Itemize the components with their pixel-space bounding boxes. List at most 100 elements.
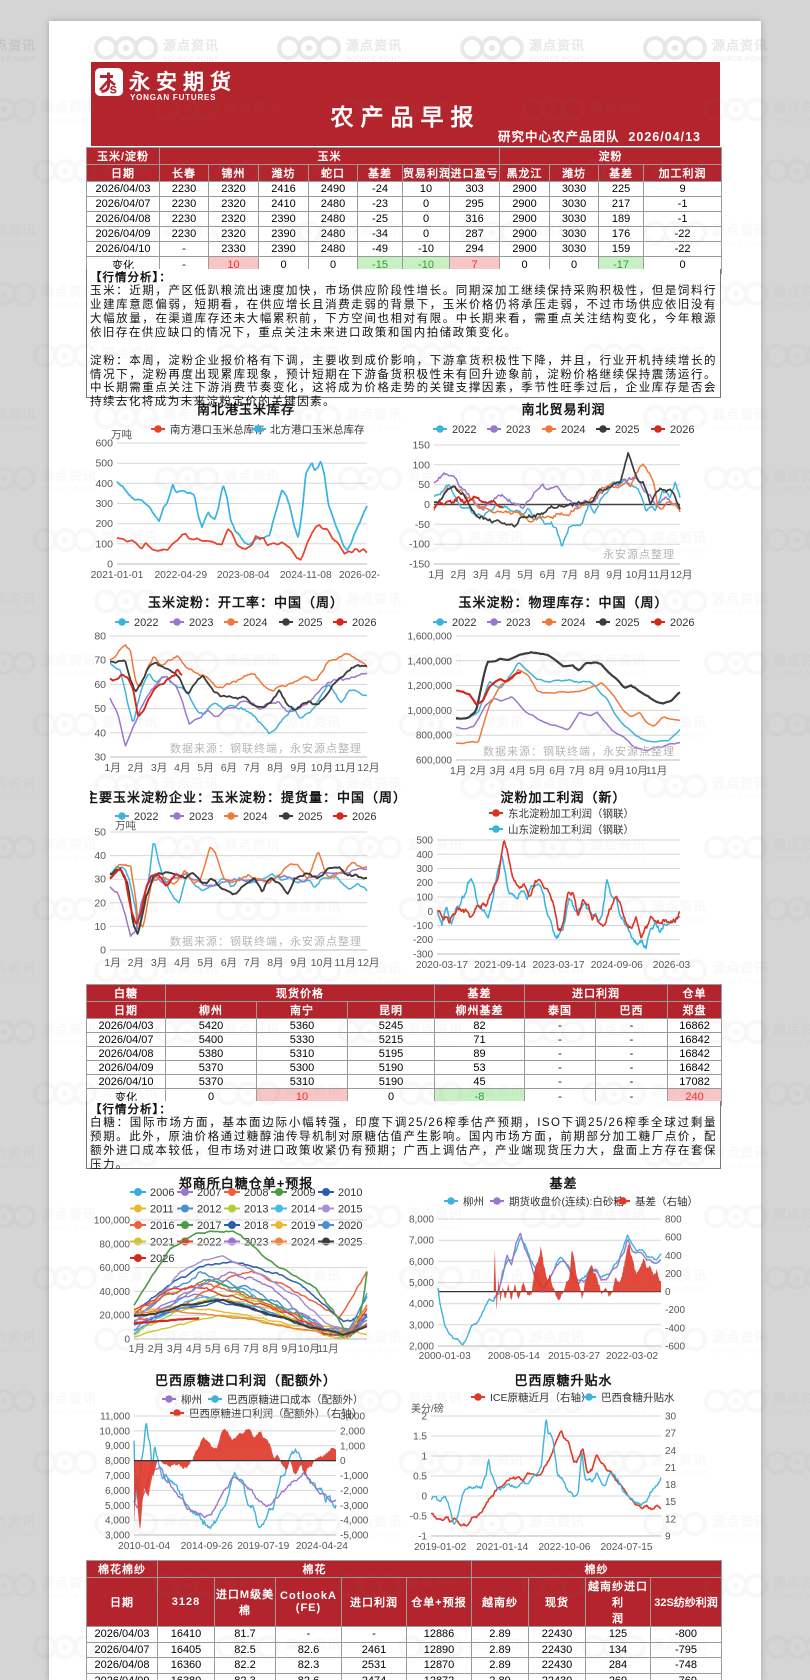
svg-text:0: 0 — [100, 945, 106, 957]
svg-text:2026: 2026 — [352, 811, 376, 823]
svg-text:1月: 1月 — [450, 765, 466, 777]
svg-text:-5,000: -5,000 — [340, 1531, 369, 1542]
svg-text:11月: 11月 — [317, 1343, 338, 1355]
svg-text:SOURCE POINT: SOURCE POINT — [773, 671, 810, 678]
svg-text:2021-01-14: 2021-01-14 — [476, 1542, 528, 1553]
svg-text:2016: 2016 — [150, 1220, 174, 1232]
svg-text:5月: 5月 — [517, 569, 533, 581]
svg-text:-1: -1 — [418, 1532, 427, 1543]
svg-text:2008: 2008 — [244, 1187, 268, 1199]
svg-text:5月: 5月 — [205, 1343, 221, 1355]
svg-text:2023: 2023 — [506, 424, 530, 436]
svg-text:0: 0 — [107, 559, 113, 571]
svg-text:2,000: 2,000 — [340, 1426, 365, 1437]
svg-text:南北港玉米库存: 南北港玉米库存 — [197, 402, 295, 417]
svg-text:南方港口玉米总库存: 南方港口玉米总库存 — [170, 423, 265, 436]
svg-text:30: 30 — [94, 752, 106, 764]
svg-text:12月: 12月 — [357, 957, 379, 969]
svg-text:源点资讯: 源点资讯 — [0, 1330, 36, 1345]
svg-text:2,000: 2,000 — [409, 1342, 434, 1353]
svg-text:源点资讯: 源点资讯 — [773, 469, 810, 484]
svg-text:0: 0 — [124, 1335, 130, 1346]
svg-text:基差: 基差 — [548, 1176, 577, 1191]
svg-text:源点资讯: 源点资讯 — [773, 1391, 810, 1406]
svg-text:SOURCE POINT: SOURCE POINT — [0, 979, 35, 986]
svg-text:-4,000: -4,000 — [340, 1516, 369, 1527]
svg-text:源点资讯: 源点资讯 — [773, 838, 810, 853]
svg-text:主要玉米淀粉企业：玉米淀粉：提货量：中国（周）: 主要玉米淀粉企业：玉米淀粉：提货量：中国（周） — [90, 790, 402, 805]
svg-text:3,000: 3,000 — [409, 1320, 434, 1331]
svg-text:2026-02-: 2026-02- — [339, 570, 380, 581]
svg-text:-600: -600 — [665, 1342, 685, 1353]
svg-text:2009: 2009 — [291, 1187, 315, 1199]
svg-text:0: 0 — [340, 1456, 346, 1467]
svg-text:2024-11-08: 2024-11-08 — [280, 570, 332, 581]
svg-text:源点资讯: 源点资讯 — [0, 592, 36, 607]
svg-text:300: 300 — [416, 864, 433, 875]
svg-text:50: 50 — [94, 703, 106, 715]
svg-text:21: 21 — [665, 1463, 677, 1474]
svg-text:永安源点整理: 永安源点整理 — [603, 547, 675, 561]
svg-text:2010: 2010 — [338, 1187, 362, 1199]
svg-text:8月: 8月 — [262, 1343, 278, 1355]
svg-text:2025: 2025 — [615, 424, 639, 436]
svg-text:SOURCE POINT: SOURCE POINT — [773, 487, 810, 494]
svg-text:2015-03-27: 2015-03-27 — [548, 1351, 600, 1362]
svg-text:400: 400 — [665, 1251, 682, 1262]
svg-text:7月: 7月 — [244, 957, 260, 969]
svg-text:2024-07-15: 2024-07-15 — [600, 1542, 652, 1553]
svg-text:9月: 9月 — [290, 957, 306, 969]
svg-text:50: 50 — [418, 479, 430, 491]
svg-text:10,000: 10,000 — [99, 1426, 130, 1437]
svg-text:2月: 2月 — [451, 569, 467, 581]
svg-text:2019: 2019 — [291, 1220, 315, 1232]
svg-text:巴西原糖升贴水: 巴西原糖升贴水 — [514, 1373, 612, 1388]
svg-text:80,000: 80,000 — [99, 1239, 130, 1250]
svg-text:7月: 7月 — [569, 765, 585, 777]
svg-text:4月: 4月 — [495, 569, 511, 581]
svg-text:10月: 10月 — [626, 765, 648, 777]
svg-text:数据来源：钢联终端，永安源点整理: 数据来源：钢联终端，永安源点整理 — [483, 744, 675, 758]
svg-text:100: 100 — [95, 538, 113, 550]
svg-text:源点资讯: 源点资讯 — [773, 100, 810, 115]
svg-text:SOURCE POINT: SOURCE POINT — [0, 794, 35, 801]
svg-text:2026: 2026 — [670, 617, 694, 629]
svg-text:2月: 2月 — [128, 957, 144, 969]
svg-text:2019-07-19: 2019-07-19 — [237, 1541, 289, 1552]
svg-text:SOURCE POINT: SOURCE POINT — [773, 1225, 810, 1232]
svg-text:2024: 2024 — [243, 617, 267, 629]
svg-text:12月: 12月 — [670, 569, 692, 581]
svg-text:-2,000: -2,000 — [340, 1486, 369, 1497]
svg-text:巴西原糖进口成本（配额外）: 巴西原糖进口成本（配额外） — [227, 1393, 364, 1406]
svg-text:-1,000: -1,000 — [340, 1471, 369, 1482]
svg-text:5月: 5月 — [529, 765, 545, 777]
svg-text:0: 0 — [665, 1287, 671, 1298]
svg-text:3月: 3月 — [151, 957, 167, 969]
svg-text:SOURCE POINT: SOURCE POINT — [0, 1163, 35, 1170]
svg-text:9: 9 — [665, 1532, 671, 1543]
svg-text:-400: -400 — [665, 1323, 685, 1334]
svg-text:3,000: 3,000 — [105, 1531, 130, 1542]
svg-text:6,000: 6,000 — [105, 1486, 130, 1497]
svg-text:源点资讯: 源点资讯 — [773, 1022, 810, 1037]
svg-text:6月: 6月 — [224, 1343, 240, 1355]
svg-text:10月: 10月 — [626, 569, 648, 581]
svg-text:2012: 2012 — [197, 1204, 221, 1216]
svg-text:SOURCE POINT: SOURCE POINT — [0, 1348, 35, 1355]
svg-text:0.5: 0.5 — [413, 1472, 427, 1483]
svg-text:1: 1 — [421, 1452, 427, 1463]
svg-text:2024: 2024 — [561, 617, 585, 629]
svg-text:8月: 8月 — [267, 762, 283, 774]
svg-text:4月: 4月 — [186, 1343, 202, 1355]
svg-text:2月: 2月 — [128, 762, 144, 774]
svg-text:600,000: 600,000 — [416, 756, 453, 767]
svg-text:2014: 2014 — [291, 1204, 315, 1216]
svg-text:2000-01-03: 2000-01-03 — [419, 1351, 471, 1362]
svg-text:2024-09-06: 2024-09-06 — [591, 960, 643, 971]
svg-text:200: 200 — [665, 1269, 682, 1280]
svg-text:3月: 3月 — [151, 762, 167, 774]
svg-text:源点资讯: 源点资讯 — [0, 961, 36, 976]
svg-text:2006: 2006 — [150, 1187, 174, 1199]
svg-text:2008-05-14: 2008-05-14 — [488, 1351, 540, 1362]
svg-text:150: 150 — [412, 440, 430, 452]
